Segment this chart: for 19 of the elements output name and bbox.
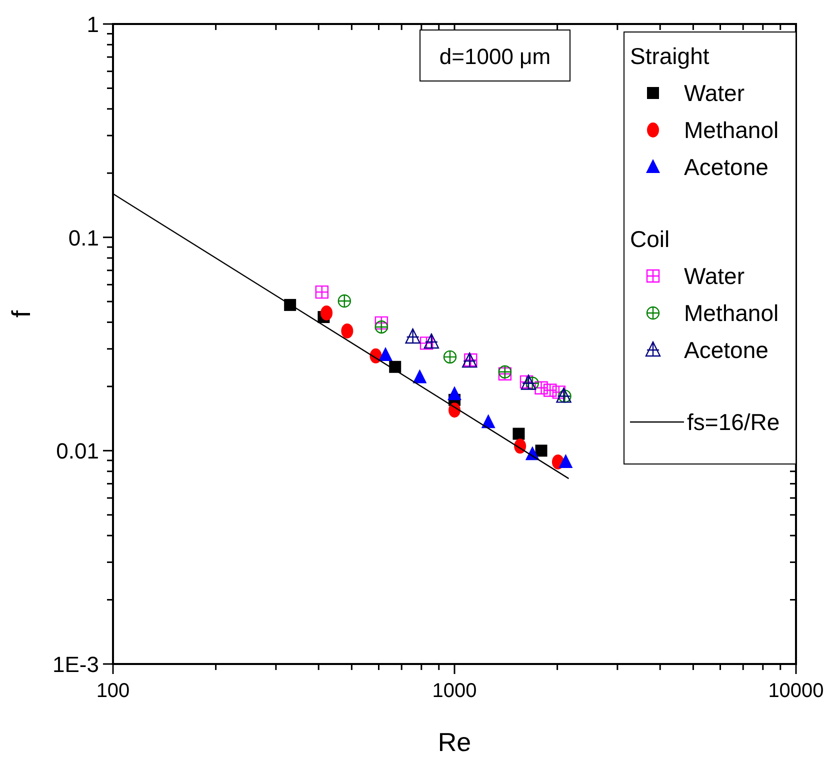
y-tick-label: 1E-3	[52, 652, 99, 677]
x-axis-title: Re	[438, 727, 472, 757]
legend-label: Methanol	[684, 117, 779, 143]
legend-label: fs=16/Re	[687, 409, 780, 435]
y-axis-title: f	[6, 310, 36, 318]
legend-label: Acetone	[684, 154, 768, 180]
y-tick-label: 0.01	[56, 438, 99, 464]
annotation: d=1000 μm	[439, 44, 551, 69]
legend-label: Acetone	[684, 337, 768, 363]
legend-label: Water	[684, 263, 745, 289]
x-tick-label: 1000	[432, 680, 477, 702]
x-tick-label: 100	[96, 680, 130, 702]
y-tick-label: 1	[86, 12, 99, 37]
legend-label: Water	[684, 80, 745, 106]
x-tick-label: 10000	[768, 680, 824, 702]
y-tick-label: 0.1	[68, 225, 99, 250]
legend-label: Methanol	[684, 300, 779, 326]
annotation: Straight	[630, 43, 710, 69]
annotation: Coil	[630, 226, 670, 252]
